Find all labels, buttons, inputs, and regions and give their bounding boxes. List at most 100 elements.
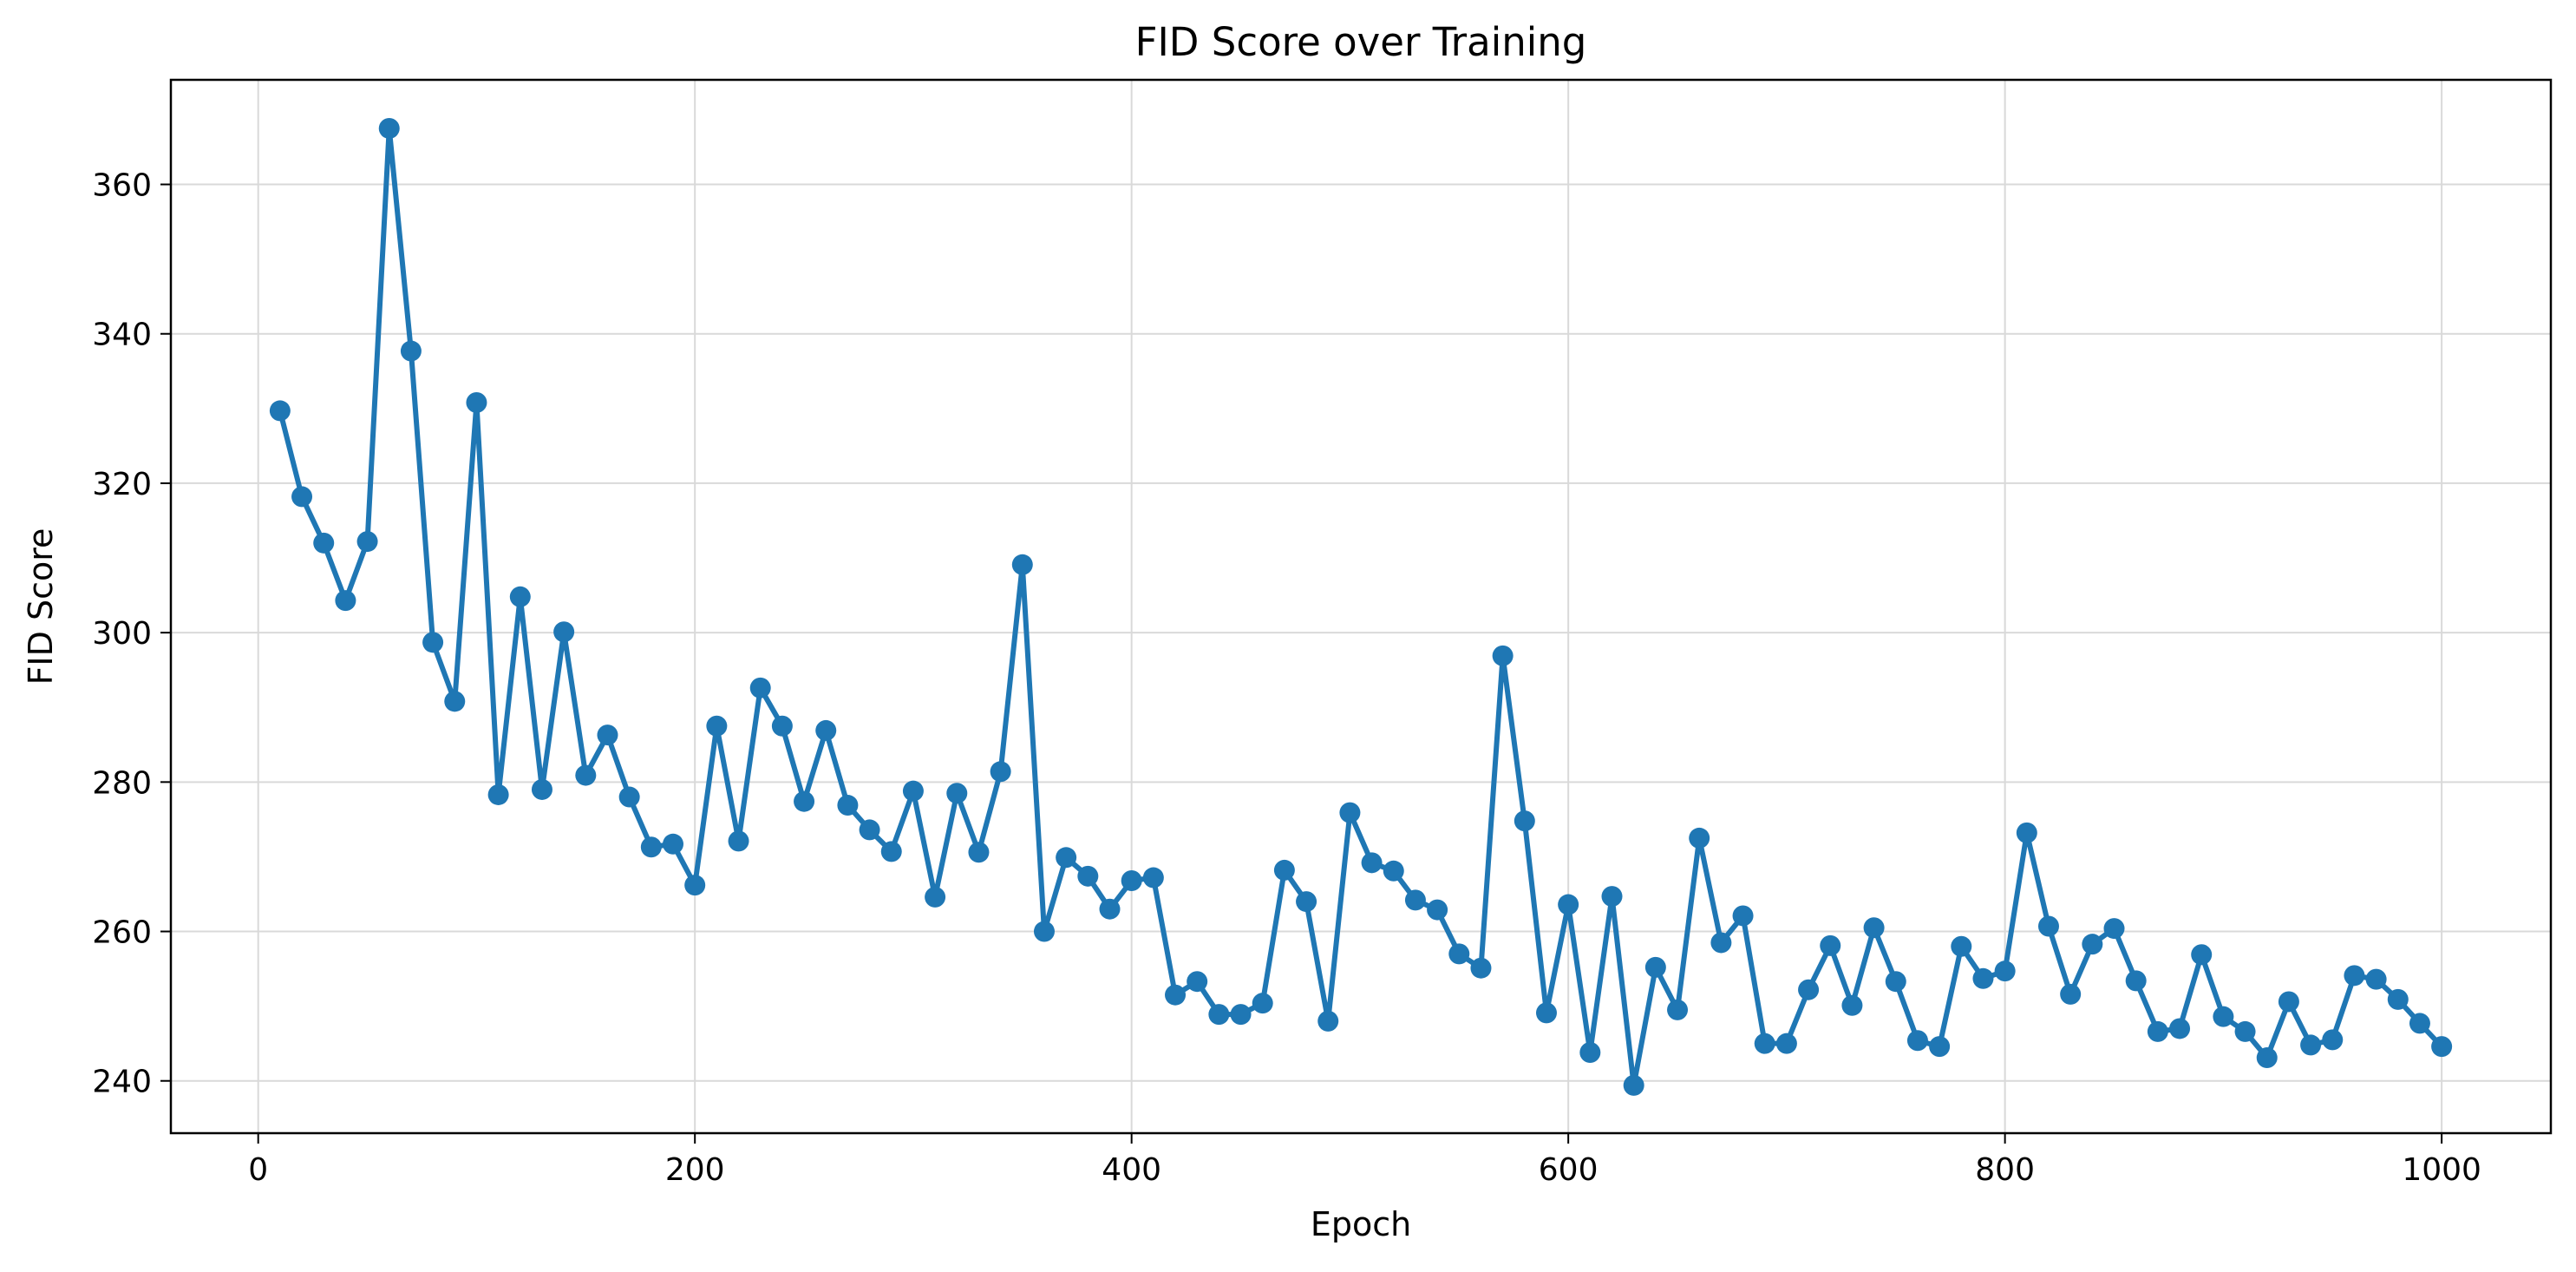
data-point (422, 632, 444, 653)
data-point (1208, 1004, 1230, 1026)
plot-frame (169, 78, 2553, 1135)
data-point (1623, 1074, 1644, 1096)
data-point (684, 875, 706, 896)
data-point (2300, 1034, 2322, 1056)
data-point (1033, 921, 1055, 942)
x-tick-label: 200 (665, 1152, 725, 1188)
data-point (1798, 979, 1820, 1000)
series-line (277, 125, 2445, 1088)
data-point (597, 725, 618, 746)
data-point (2431, 1036, 2453, 1058)
data-point (2344, 965, 2365, 987)
data-point (509, 586, 531, 607)
data-point (706, 715, 728, 737)
data-point (1056, 847, 1077, 869)
data-point (2365, 968, 2387, 990)
data-point (400, 340, 422, 362)
y-tick-label: 280 (92, 765, 152, 801)
data-point (2256, 1047, 2278, 1069)
data-point (2103, 918, 2125, 940)
y-axis-label: FID Score (22, 528, 60, 685)
data-point (2016, 822, 2037, 843)
data-point (1929, 1036, 1951, 1058)
data-point (2387, 988, 2409, 1010)
data-point (1361, 852, 1383, 874)
data-point (2409, 1013, 2430, 1034)
data-point (990, 761, 1011, 783)
data-point (1252, 993, 1273, 1014)
data-point (1077, 865, 1099, 887)
data-point (2322, 1029, 2344, 1051)
y-tick-label: 240 (92, 1065, 152, 1100)
data-point (2278, 991, 2299, 1013)
data-point (553, 621, 575, 643)
y-tick-label: 320 (92, 467, 152, 502)
data-point (815, 719, 837, 741)
data-point (335, 590, 356, 612)
data-point (1579, 1042, 1601, 1064)
data-point (946, 783, 968, 804)
data-point (1142, 867, 1164, 888)
data-point (2234, 1020, 2256, 1042)
data-point (2037, 915, 2059, 937)
data-point (1296, 891, 1317, 913)
data-point (925, 886, 946, 908)
data-point (466, 391, 487, 413)
x-axis-label: Epoch (1311, 1205, 1411, 1243)
data-point (2147, 1020, 2168, 1042)
data-point (771, 715, 793, 737)
x-tick-label: 600 (1539, 1152, 1599, 1188)
data-point (663, 833, 684, 855)
x-tick-label: 0 (248, 1152, 268, 1188)
data-point (749, 677, 771, 698)
data-point (1820, 934, 1841, 956)
grid-lines (171, 80, 2551, 1133)
y-tick-label: 360 (92, 168, 152, 204)
data-point (1841, 994, 1863, 1016)
data-point (1951, 935, 1972, 957)
data-point (1273, 859, 1295, 881)
data-point (1470, 957, 1492, 979)
data-point (487, 784, 509, 805)
data-point (444, 691, 466, 712)
data-point (902, 780, 924, 802)
data-point (1994, 961, 2016, 982)
y-tick-label: 340 (92, 318, 152, 353)
data-point (1601, 886, 1623, 908)
chart-title: FID Score over Training (1135, 19, 1587, 65)
data-point (1972, 967, 1994, 989)
data-point (378, 117, 400, 139)
data-point (575, 764, 597, 786)
data-point (1775, 1033, 1797, 1054)
data-point (880, 841, 902, 862)
data-point (1383, 860, 1404, 882)
data-point (313, 532, 335, 554)
data-point (618, 786, 640, 808)
data-point (1732, 905, 1754, 927)
data-point (859, 819, 880, 841)
data-point (2191, 944, 2213, 966)
data-point (2213, 1006, 2234, 1027)
data-point (1863, 917, 1885, 939)
data-point (1689, 827, 1710, 849)
data-point (1121, 869, 1142, 891)
data-point (291, 486, 313, 508)
data-point (1710, 932, 1732, 954)
data-point (356, 531, 378, 553)
y-tick-label: 300 (92, 616, 152, 652)
data-point (531, 778, 552, 800)
data-point (1558, 894, 1579, 915)
data-point (2082, 934, 2103, 955)
data-point (2060, 983, 2082, 1005)
data-point (1099, 898, 1121, 920)
data-point (269, 400, 291, 422)
data-point (728, 830, 749, 852)
data-point (1448, 943, 1470, 965)
x-tick-label: 400 (1102, 1152, 1161, 1188)
data-point (2125, 970, 2147, 992)
data-point (1885, 971, 1906, 993)
data-point (1644, 956, 1666, 978)
x-tick-label: 1000 (2402, 1152, 2481, 1188)
data-point (1187, 971, 1208, 993)
